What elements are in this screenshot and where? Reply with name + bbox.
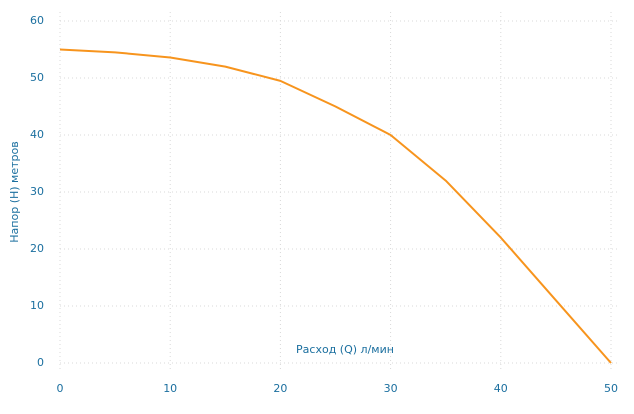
y-tick-label: 0 — [37, 356, 44, 369]
x-axis-label: Расход (Q) л/мин — [296, 343, 394, 356]
y-tick-label: 50 — [30, 71, 44, 84]
y-tick-label: 10 — [30, 299, 44, 312]
y-tick-label: 20 — [30, 242, 44, 255]
x-tick-label: 50 — [604, 382, 618, 395]
y-tick-label: 30 — [30, 185, 44, 198]
y-tick-label: 60 — [30, 14, 44, 27]
y-tick-label: 40 — [30, 128, 44, 141]
x-tick-label: 20 — [273, 382, 287, 395]
y-axis-label: Напор (H) метров — [8, 141, 21, 242]
x-tick-label: 40 — [494, 382, 508, 395]
x-tick-label: 30 — [384, 382, 398, 395]
x-tick-label: 0 — [57, 382, 64, 395]
x-tick-label: 10 — [163, 382, 177, 395]
line-series — [59, 48, 612, 364]
